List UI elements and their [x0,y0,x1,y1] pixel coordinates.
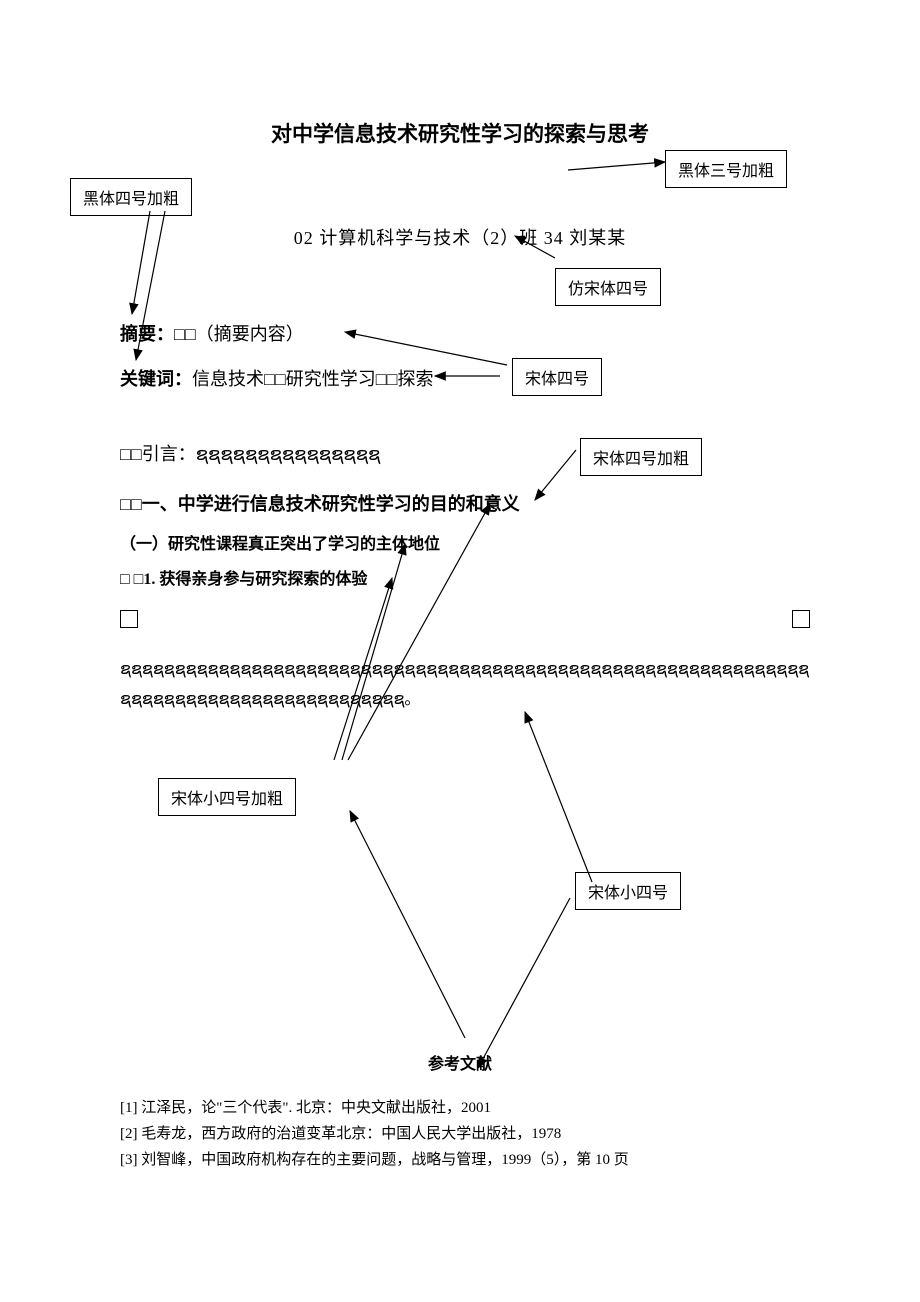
annotation-song4-bold-font: 宋体四号加粗 [580,438,702,476]
heading-level-1: □□一、中学进行信息技术研究性学习的目的和意义 [120,490,520,516]
placeholder-box-left [120,610,138,628]
document-title: 对中学信息技术研究性学习的探索与思考 [0,118,920,148]
heading-level-2: （一）研究性课程真正突出了学习的主体地位 [120,530,440,554]
body-paragraph: ຊຊຊຊຊຊຊຊຊຊຊຊຊຊຊຊຊຊຊຊຊຊຊຊຊຊຊຊຊຊຊຊຊຊຊຊຊຊຊຊ… [120,655,810,715]
abstract-content: □□（摘要内容） [174,324,304,344]
annotation-section-label-font: 黑体四号加粗 [70,178,192,216]
heading-level-3: □ □1. 获得亲身参与研究探索的体验 [120,565,367,589]
reference-item: [1] 江泽民，论"三个代表". 北京：中央文献出版社，2001 [120,1095,629,1121]
reference-item: [3] 刘智峰，中国政府机构存在的主要问题，战略与管理，1999（5），第 10… [120,1147,629,1173]
abstract-label: 摘要： [120,324,174,344]
references-list: [1] 江泽民，论"三个代表". 北京：中央文献出版社，2001 [2] 毛寿龙… [120,1095,629,1173]
placeholder-box-right [792,610,810,628]
document-page: 对中学信息技术研究性学习的探索与思考 02 计算机科学与技术（2）班 34 刘某… [0,0,920,1302]
annotation-song-small4-bold-font: 宋体小四号加粗 [158,778,296,816]
intro-line: □□引言：ຊຊຊຊຊຊຊຊຊຊຊຊຊຊຊ [120,440,380,466]
keywords-content: 信息技术□□研究性学习□□探索 [192,369,434,389]
annotation-song4-font: 宋体四号 [512,358,602,396]
author-line: 02 计算机科学与技术（2）班 34 刘某某 [0,224,920,250]
annotation-song-small4-font: 宋体小四号 [575,872,681,910]
annotation-title-font: 黑体三号加粗 [665,150,787,188]
annotation-author-font: 仿宋体四号 [555,268,661,306]
keywords-label: 关键词： [120,369,192,389]
abstract-line: 摘要：□□（摘要内容） [120,320,304,346]
reference-item: [2] 毛寿龙，西方政府的治道变革北京：中国人民大学出版社，1978 [120,1121,629,1147]
keywords-line: 关键词：信息技术□□研究性学习□□探索 [120,365,434,391]
references-title: 参考文献 [0,1050,920,1074]
